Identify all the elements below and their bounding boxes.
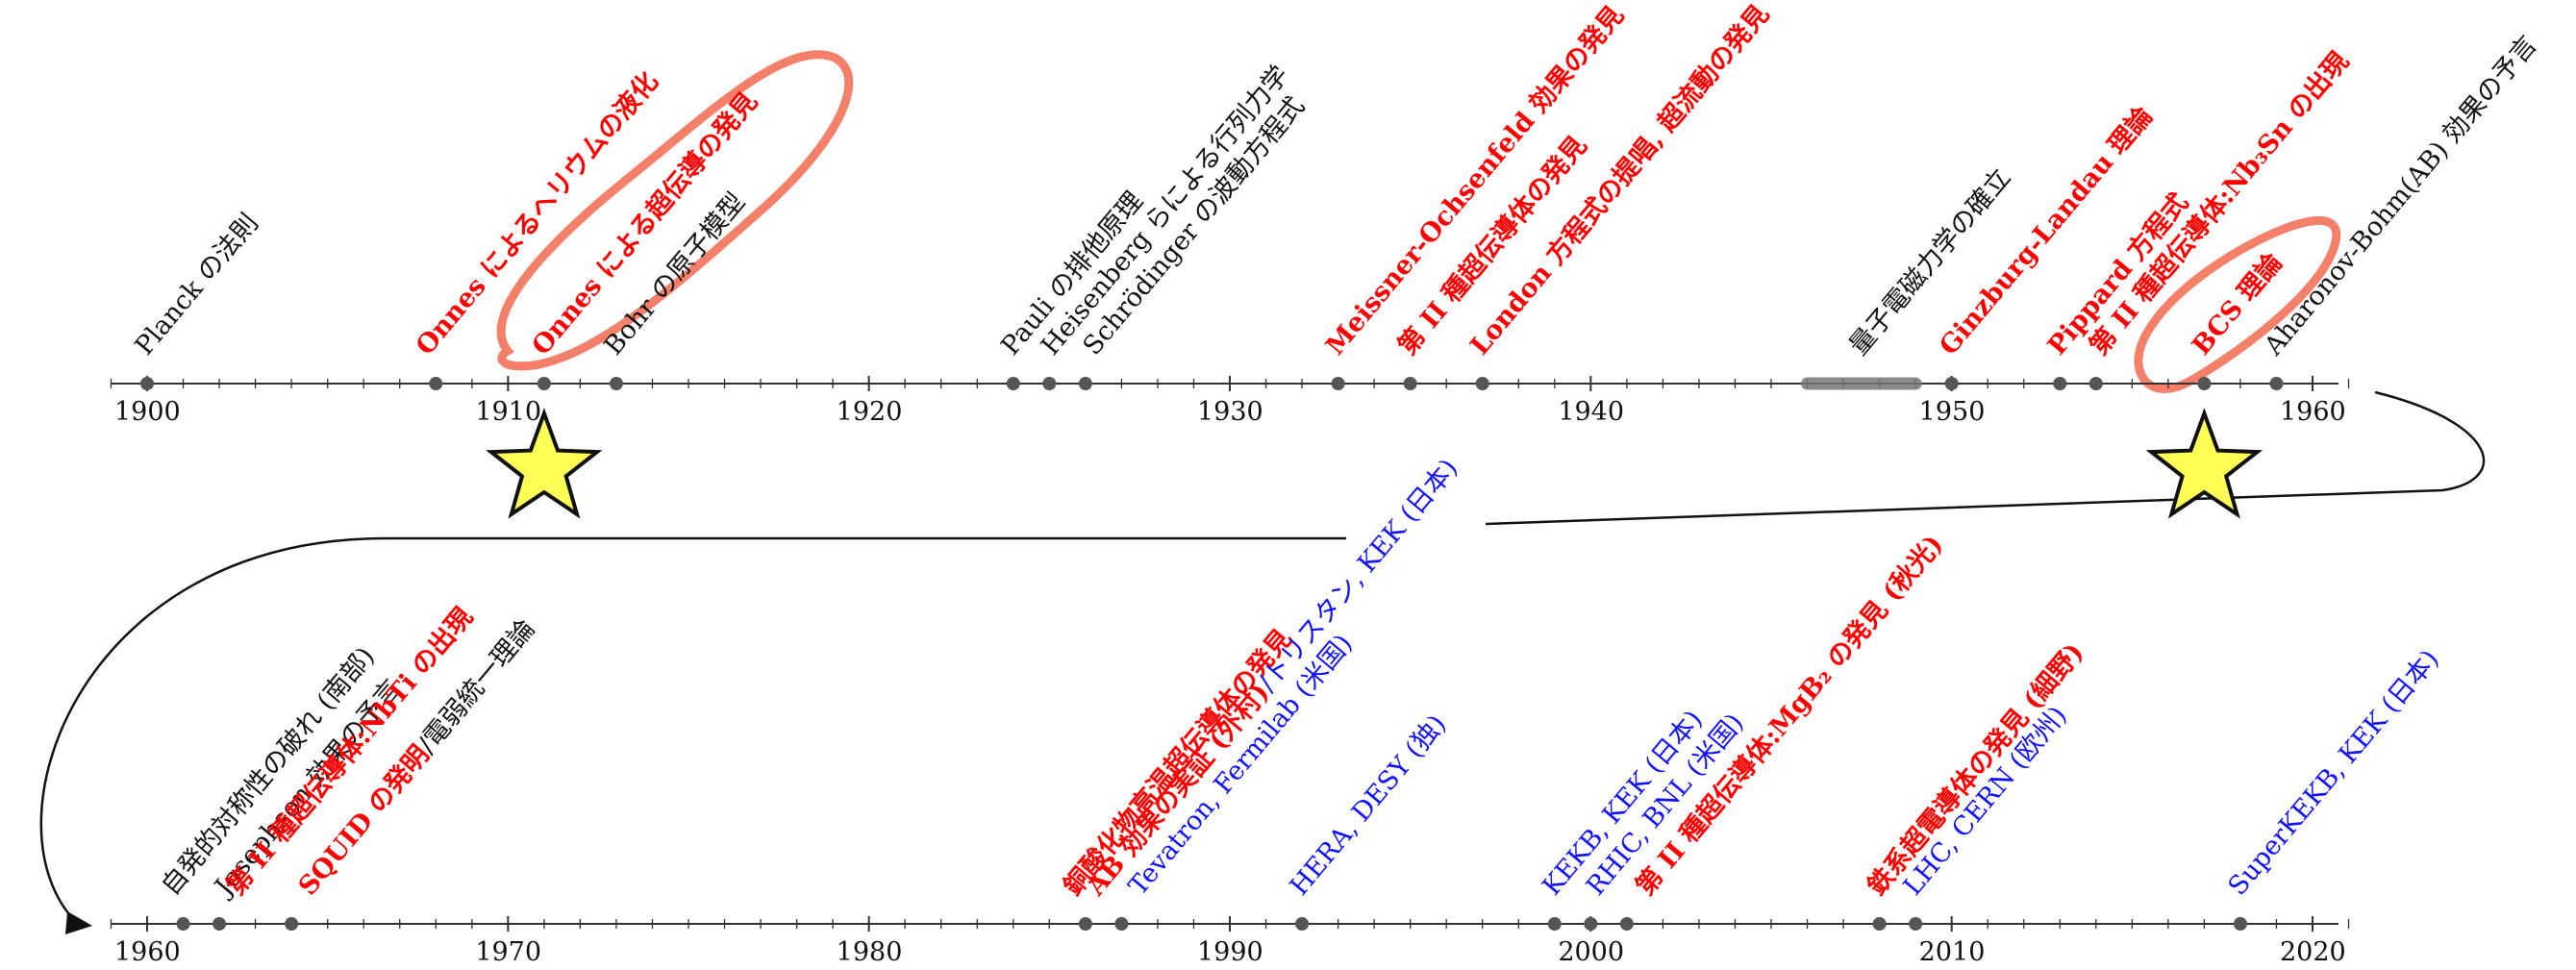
tick-label: 1970	[475, 937, 541, 967]
event-dot	[213, 917, 227, 931]
tick-label: 1960	[2280, 397, 2346, 427]
event-label-text: Planck の法則	[130, 209, 264, 361]
event-label: SuperKEKB, KEK (日本)	[2223, 644, 2445, 901]
connector-line-lower	[39, 536, 1346, 924]
tick-label: 1950	[1919, 397, 1986, 427]
highlight-loop-bcs	[2134, 215, 2341, 393]
arrowhead-icon	[65, 911, 92, 934]
event-label-text: SuperKEKB, KEK (日本)	[2223, 644, 2445, 901]
event-label-text: London 方程式の提唱, 超流動の発見	[1464, 0, 1776, 361]
tick-label: 1940	[1558, 397, 1624, 427]
event-label: London 方程式の提唱, 超流動の発見	[1464, 0, 1776, 361]
event-dot	[1909, 917, 1923, 931]
star-icon	[486, 408, 603, 519]
tick-label: 1910	[475, 397, 541, 427]
tick-label: 2000	[1558, 937, 1624, 967]
event-label: 鉄系超電導体の発見 (細野)	[1861, 637, 2089, 902]
event-label: Aharonov-Bohm(AB) 効果の予言	[2258, 30, 2542, 361]
event-dot	[140, 377, 154, 390]
stars	[486, 408, 2263, 519]
tick-label: 1980	[837, 937, 903, 967]
event-dot	[1042, 377, 1057, 390]
event-dot	[429, 377, 443, 390]
event-label: HERA, DESY (独)	[1285, 709, 1453, 902]
event-label: Meissner-Ochsenfeld 効果の発見	[1319, 0, 1630, 361]
event-label-text: Heisenberg らによる行列力学	[1036, 60, 1295, 361]
event-dot	[1475, 377, 1489, 390]
axis-bottom: 1960 1970 1980 1990 2000 2010 2020	[110, 916, 2350, 967]
event-dot	[1872, 917, 1887, 931]
event-dot	[537, 377, 551, 390]
event-dot	[1619, 917, 1634, 931]
tick-label: 1900	[114, 397, 181, 427]
event-label-text: AB 効果の実証 (外村)	[1080, 678, 1275, 903]
highlight-loops	[496, 50, 2341, 393]
event-label: AB 効果の実証 (外村)/トリスタン, KEK (日本)	[1080, 453, 1463, 902]
event-dot	[2233, 917, 2247, 931]
event-label: 量子電磁力学の確立	[1843, 162, 2016, 361]
tick-label: 1960	[114, 937, 181, 967]
event-dot	[1403, 377, 1417, 390]
event-label: LHC, CERN (欧州)	[1898, 701, 2073, 902]
event-dot	[176, 917, 190, 931]
event-dot	[1547, 917, 1562, 931]
connector-arrow	[39, 390, 2486, 934]
event-label-text: 量子電磁力学の確立	[1843, 162, 2016, 361]
event-dot	[1078, 377, 1092, 390]
axis-top: 1900 1910 1920 1930 1940 1950 1960	[110, 376, 2350, 427]
event-label-text: HERA, DESY (独)	[1285, 709, 1453, 902]
event-dot	[1584, 917, 1598, 931]
star-icon	[2145, 408, 2263, 519]
event-dot	[2197, 377, 2212, 390]
event-label: Heisenberg らによる行列力学	[1036, 60, 1295, 361]
event-label-suffix: /トリスタン, KEK (日本)	[1253, 454, 1464, 698]
tick-label: 1930	[1197, 397, 1263, 427]
event-label-text: Meissner-Ochsenfeld 効果の発見	[1319, 0, 1630, 361]
tick-label: 2010	[1919, 937, 1986, 967]
event-dot	[285, 917, 299, 931]
event-dot	[1944, 377, 1959, 390]
event-label-text: Aharonov-Bohm(AB) 効果の予言	[2258, 30, 2542, 361]
tick-label: 1920	[837, 397, 903, 427]
event-dot	[1295, 917, 1310, 931]
event-dot	[2269, 377, 2284, 390]
tick-label: 2020	[2280, 937, 2346, 967]
event-label-text: 鉄系超電導体の発見 (細野)	[1861, 637, 2089, 902]
event-label-text: LHC, CERN (欧州)	[1898, 701, 2073, 902]
event-dot	[1078, 917, 1092, 931]
event-label: Planck の法則	[130, 209, 264, 361]
event-dot	[1006, 377, 1020, 390]
event-dot	[2053, 377, 2067, 390]
connector-line-upper	[1485, 390, 2486, 526]
highlight-loop-superconductivity	[496, 50, 854, 371]
tick-label: 1990	[1197, 937, 1263, 967]
event-dot	[2088, 377, 2103, 390]
event-dot	[1331, 377, 1345, 390]
event-dot	[1114, 917, 1129, 931]
event-dot	[609, 377, 623, 390]
